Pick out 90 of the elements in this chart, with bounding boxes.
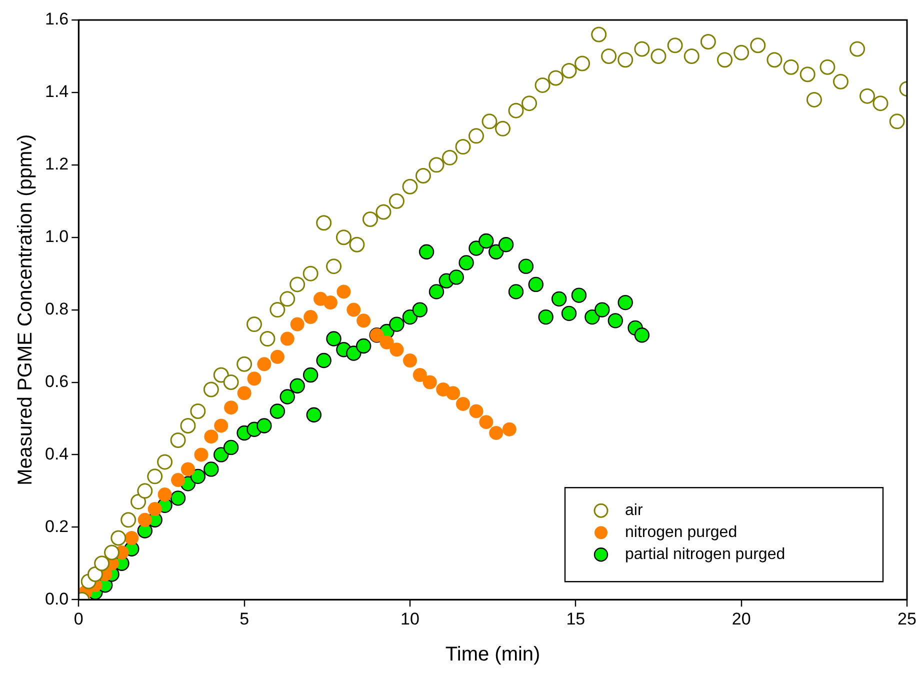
point [214,418,228,433]
y-tick-label: 1.6 [44,10,69,29]
point [256,418,272,434]
point [634,328,650,343]
point [270,350,284,364]
x-tick-label: 20 [732,609,751,628]
point [458,255,474,270]
point [448,270,464,285]
point [280,332,294,346]
point [428,284,444,300]
point [561,306,577,322]
point [468,240,484,256]
x-tick-label: 10 [400,609,420,628]
point [456,396,470,411]
point [316,352,332,368]
y-tick-label: 0.4 [44,444,69,464]
y-tick-label: 0.6 [44,372,69,391]
point [270,404,286,419]
y-tick-label: 1.2 [44,154,69,174]
point [280,389,295,404]
point [479,415,494,430]
point [489,426,504,440]
point [528,276,544,292]
point [618,294,633,310]
point [469,404,484,418]
x-tick-label: 0 [74,609,84,628]
point [257,357,272,372]
y-axis-title: Measured PGME Concentration (ppmv) [14,134,37,486]
point [190,468,206,484]
point [518,258,534,274]
point [594,302,610,318]
point [204,430,218,444]
legend-label: nitrogen purged [625,524,738,542]
legend-label: air [625,502,644,520]
x-axis-title: Time (min) [445,644,540,666]
point [389,316,404,332]
point [138,512,152,527]
point [171,473,186,488]
legend-label: partial nitrogen purged [625,546,786,564]
point [323,296,338,310]
point [412,368,427,382]
point [478,233,494,249]
point [538,309,554,325]
point [336,284,351,299]
point [422,375,437,390]
point [346,346,362,361]
point [237,386,252,400]
point [124,531,139,546]
point [290,317,304,332]
x-tick-label: 25 [898,609,916,628]
point [380,335,394,350]
point [326,331,342,346]
point [224,400,238,415]
y-tick-label: 0.2 [44,516,69,536]
point [390,342,404,357]
point [498,236,514,252]
point [148,502,162,516]
point [170,490,186,506]
y-tick-label: 0.8 [44,299,69,318]
point [247,372,262,386]
point [356,314,371,328]
y-tick-label: 0.0 [44,589,69,608]
point [402,309,418,325]
point [194,448,208,462]
point [302,367,318,383]
point [446,386,460,400]
point [488,244,504,260]
point [306,407,322,422]
point [346,302,361,317]
point [551,291,567,307]
x-tick-label: 15 [566,609,586,628]
point [508,284,524,300]
y-tick-label: 1.0 [44,227,69,246]
point [214,447,229,462]
point [402,354,417,368]
y-tick-label: 1.4 [44,82,69,102]
point [608,313,624,328]
point [412,302,428,318]
point [571,288,587,303]
x-tick-label: 5 [240,609,250,628]
point [180,462,195,476]
point [223,440,239,456]
point [418,244,434,260]
point [204,462,219,477]
point [304,310,318,324]
point [290,378,305,394]
point [356,338,372,354]
point [158,488,172,502]
point [584,309,600,325]
point [502,422,516,436]
